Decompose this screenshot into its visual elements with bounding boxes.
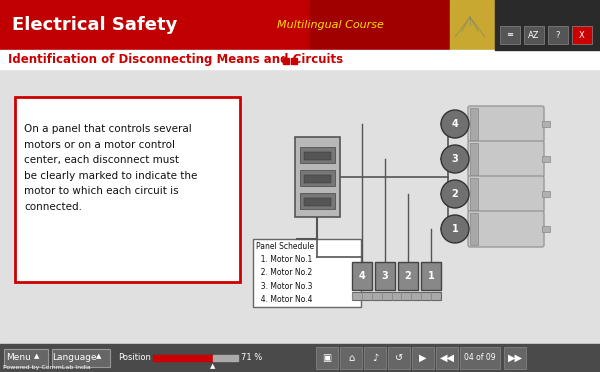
- Bar: [388, 347, 410, 369]
- Text: 3: 3: [382, 271, 388, 281]
- Text: Language: Language: [52, 353, 97, 362]
- FancyBboxPatch shape: [468, 176, 544, 212]
- Text: 71 %: 71 %: [241, 353, 262, 362]
- Text: Powered by CommLab India: Powered by CommLab India: [3, 365, 91, 370]
- Bar: [542, 156, 550, 162]
- Circle shape: [441, 180, 469, 208]
- Bar: [253, 239, 361, 307]
- Text: ≡: ≡: [506, 31, 514, 39]
- Bar: [316, 347, 338, 369]
- Circle shape: [441, 145, 469, 173]
- Bar: [460, 347, 500, 369]
- Bar: [542, 191, 550, 197]
- Bar: [398, 262, 418, 290]
- Text: Electrical Safety: Electrical Safety: [12, 16, 178, 34]
- Bar: [300, 193, 335, 209]
- Bar: [300, 147, 335, 163]
- Bar: [436, 347, 458, 369]
- Text: Menu: Menu: [7, 353, 31, 362]
- Bar: [304, 198, 331, 206]
- Bar: [412, 347, 434, 369]
- Text: ⌂: ⌂: [348, 353, 354, 363]
- Bar: [504, 347, 526, 369]
- Text: Identification of Disconnecting Means and Circuits: Identification of Disconnecting Means an…: [8, 54, 343, 67]
- Bar: [295, 137, 340, 217]
- Bar: [0, 69, 600, 344]
- Bar: [572, 26, 592, 44]
- FancyBboxPatch shape: [468, 211, 544, 247]
- Bar: [495, 0, 600, 50]
- Text: Position: Position: [118, 353, 151, 362]
- Bar: [0, 0, 600, 50]
- Bar: [375, 262, 395, 290]
- Text: ▲: ▲: [211, 363, 215, 369]
- Text: 2: 2: [404, 271, 412, 281]
- Bar: [52, 349, 110, 367]
- Circle shape: [441, 215, 469, 243]
- Bar: [283, 58, 289, 64]
- Bar: [470, 213, 478, 245]
- Text: ↺: ↺: [395, 353, 403, 363]
- Bar: [542, 226, 550, 232]
- Bar: [542, 121, 550, 127]
- Circle shape: [441, 110, 469, 138]
- Bar: [4, 349, 48, 367]
- Bar: [548, 26, 568, 44]
- Text: 2: 2: [452, 189, 458, 199]
- Text: ♪: ♪: [372, 353, 378, 363]
- Text: ▲: ▲: [97, 353, 101, 359]
- Bar: [470, 178, 478, 210]
- Bar: [300, 170, 335, 186]
- Bar: [421, 262, 441, 290]
- Bar: [352, 262, 372, 290]
- FancyBboxPatch shape: [468, 141, 544, 177]
- Bar: [500, 26, 520, 44]
- Text: 4: 4: [452, 119, 458, 129]
- Bar: [310, 0, 470, 50]
- Text: ▶▶: ▶▶: [508, 353, 523, 363]
- Bar: [524, 26, 544, 44]
- Bar: [340, 347, 362, 369]
- Text: ▶: ▶: [419, 353, 427, 363]
- Text: 4: 4: [359, 271, 365, 281]
- Text: 3: 3: [452, 154, 458, 164]
- FancyBboxPatch shape: [468, 106, 544, 142]
- Bar: [470, 108, 478, 140]
- Bar: [0, 344, 600, 372]
- Bar: [470, 143, 478, 175]
- Bar: [450, 0, 550, 50]
- Text: ?: ?: [556, 31, 560, 39]
- Bar: [304, 152, 331, 160]
- Text: ▲: ▲: [34, 353, 40, 359]
- Bar: [0, 50, 600, 69]
- Bar: [291, 58, 297, 64]
- Bar: [153, 355, 213, 361]
- Bar: [364, 347, 386, 369]
- Text: Multilingual Course: Multilingual Course: [277, 20, 383, 30]
- Text: AZ: AZ: [528, 31, 540, 39]
- Text: Panel Schedule
  1. Motor No.1
  2. Motor No.2
  3. Motor No.3
  4. Motor No.4: Panel Schedule 1. Motor No.1 2. Motor No…: [256, 242, 314, 304]
- Text: 04 of 09: 04 of 09: [464, 353, 496, 362]
- Bar: [304, 175, 331, 183]
- Text: ▣: ▣: [322, 353, 332, 363]
- Bar: [15, 97, 240, 282]
- Bar: [352, 292, 441, 300]
- Text: 1: 1: [452, 224, 458, 234]
- Bar: [213, 355, 238, 361]
- Text: X: X: [579, 31, 585, 39]
- Text: On a panel that controls several
motors or on a motor control
center, each disco: On a panel that controls several motors …: [24, 124, 197, 212]
- Text: 1: 1: [428, 271, 434, 281]
- Text: ◀◀: ◀◀: [439, 353, 455, 363]
